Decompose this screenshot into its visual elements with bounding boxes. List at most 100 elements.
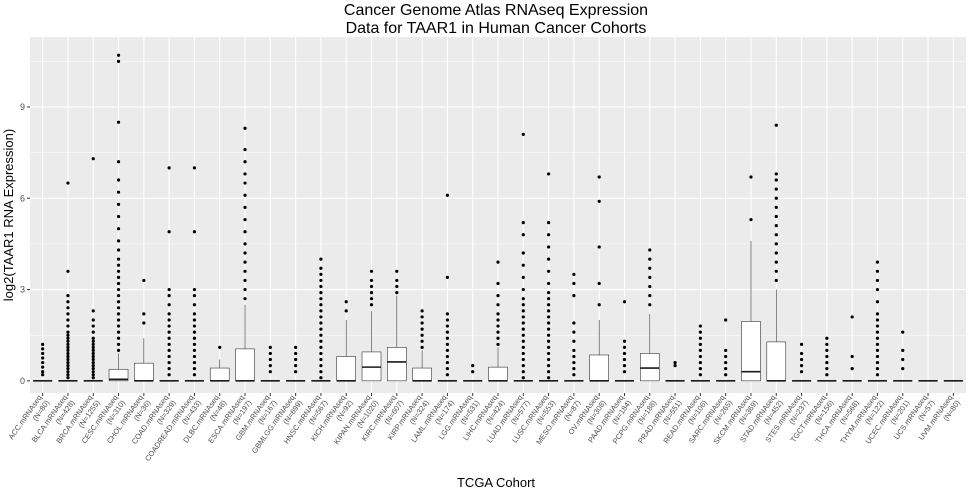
x-axis-title: TCGA Cohort	[457, 475, 535, 490]
outlier-point	[116, 120, 121, 124]
outlier-point	[825, 360, 829, 365]
outlier-point	[521, 221, 525, 225]
box-skcm-mrnaseq	[741, 175, 761, 382]
x-axis-labels: ACC.mRNAseq(N=80)BLCA.mRNAseq(N=428)BRCA…	[7, 393, 962, 463]
outlier-point	[116, 348, 121, 353]
outlier-point	[91, 367, 95, 371]
outlier-point	[521, 315, 525, 319]
outlier-point	[774, 242, 778, 246]
outlier-point	[319, 345, 323, 349]
outlier-point	[420, 321, 424, 325]
outlier-point	[395, 269, 399, 273]
outlier-point	[698, 342, 702, 346]
outlier-point	[91, 373, 95, 377]
outlier-point	[572, 321, 576, 325]
outlier-point	[420, 333, 424, 337]
outlier-point	[243, 193, 247, 197]
outlier-point	[572, 367, 576, 371]
outlier-point	[673, 360, 677, 365]
outlier-point	[218, 345, 222, 349]
outlier-point	[294, 351, 298, 356]
outlier-point	[875, 324, 880, 328]
outlier-point	[192, 342, 197, 346]
iqr-box	[336, 356, 357, 382]
outlier-point	[698, 336, 702, 340]
outlier-point	[268, 364, 272, 368]
outlier-point	[66, 181, 70, 185]
outlier-point	[875, 354, 880, 359]
outlier-point	[243, 230, 247, 234]
outlier-point	[799, 357, 804, 362]
outlier-point	[724, 348, 728, 353]
iqr-box	[741, 321, 761, 382]
outlier-point	[420, 327, 424, 331]
iqr-box	[235, 348, 255, 382]
outlier-point	[243, 126, 247, 130]
outlier-point	[91, 345, 95, 349]
outlier-point	[572, 330, 576, 334]
outlier-point	[799, 342, 804, 346]
outlier-point	[875, 348, 880, 353]
outlier-point	[91, 354, 95, 359]
outlier-point	[875, 300, 880, 304]
outlier-point	[471, 364, 475, 368]
outlier-point	[167, 330, 171, 334]
y-tick-label: 3	[20, 285, 25, 295]
outlier-point	[142, 312, 146, 316]
outlier-point	[91, 351, 95, 356]
outlier-point	[521, 275, 525, 279]
outlier-point	[521, 287, 525, 292]
outlier-point	[192, 348, 197, 353]
outlier-point	[319, 272, 323, 276]
iqr-box	[488, 366, 508, 382]
box-laml-mrnaseq	[437, 193, 458, 382]
outlier-point	[799, 364, 804, 368]
outlier-point	[66, 333, 70, 337]
outlier-point	[369, 290, 374, 295]
outlier-point	[597, 281, 601, 286]
outlier-point	[192, 367, 197, 371]
outlier-point	[66, 357, 70, 362]
outlier-point	[521, 339, 525, 343]
outlier-point	[724, 318, 728, 322]
outlier-point	[319, 351, 323, 356]
outlier-point	[496, 312, 500, 316]
outlier-point	[799, 351, 804, 356]
iqr-box	[387, 347, 407, 382]
outlier-point	[901, 357, 905, 362]
outlier-point	[66, 318, 70, 322]
outlier-point	[116, 306, 121, 310]
outlier-point	[774, 214, 778, 219]
outlier-point	[850, 354, 854, 359]
outlier-point	[546, 327, 551, 331]
outlier-point	[243, 205, 247, 209]
outlier-point	[319, 357, 323, 362]
outlier-point	[66, 373, 70, 377]
outlier-point	[774, 224, 778, 228]
outlier-point	[66, 324, 70, 328]
outlier-point	[420, 345, 424, 349]
outlier-point	[167, 166, 171, 170]
outlier-point	[294, 345, 298, 349]
outlier-point	[66, 360, 70, 365]
outlier-point	[546, 309, 551, 313]
outlier-point	[243, 242, 247, 246]
outlier-point	[521, 345, 525, 349]
outlier-point	[496, 342, 500, 346]
outlier-point	[648, 266, 652, 270]
outlier-point	[91, 339, 95, 343]
outlier-point	[546, 257, 551, 261]
outlier-point	[622, 345, 627, 349]
outlier-point	[648, 303, 652, 307]
outlier-point	[192, 303, 197, 307]
iqr-box	[134, 362, 154, 382]
box-stes-mrnaseq	[791, 342, 812, 382]
outlier-point	[572, 360, 576, 365]
outlier-point	[116, 342, 121, 346]
outlier-point	[698, 373, 702, 377]
outlier-point	[420, 339, 424, 343]
y-tick-label: 0	[20, 376, 25, 386]
outlier-point	[66, 294, 70, 298]
